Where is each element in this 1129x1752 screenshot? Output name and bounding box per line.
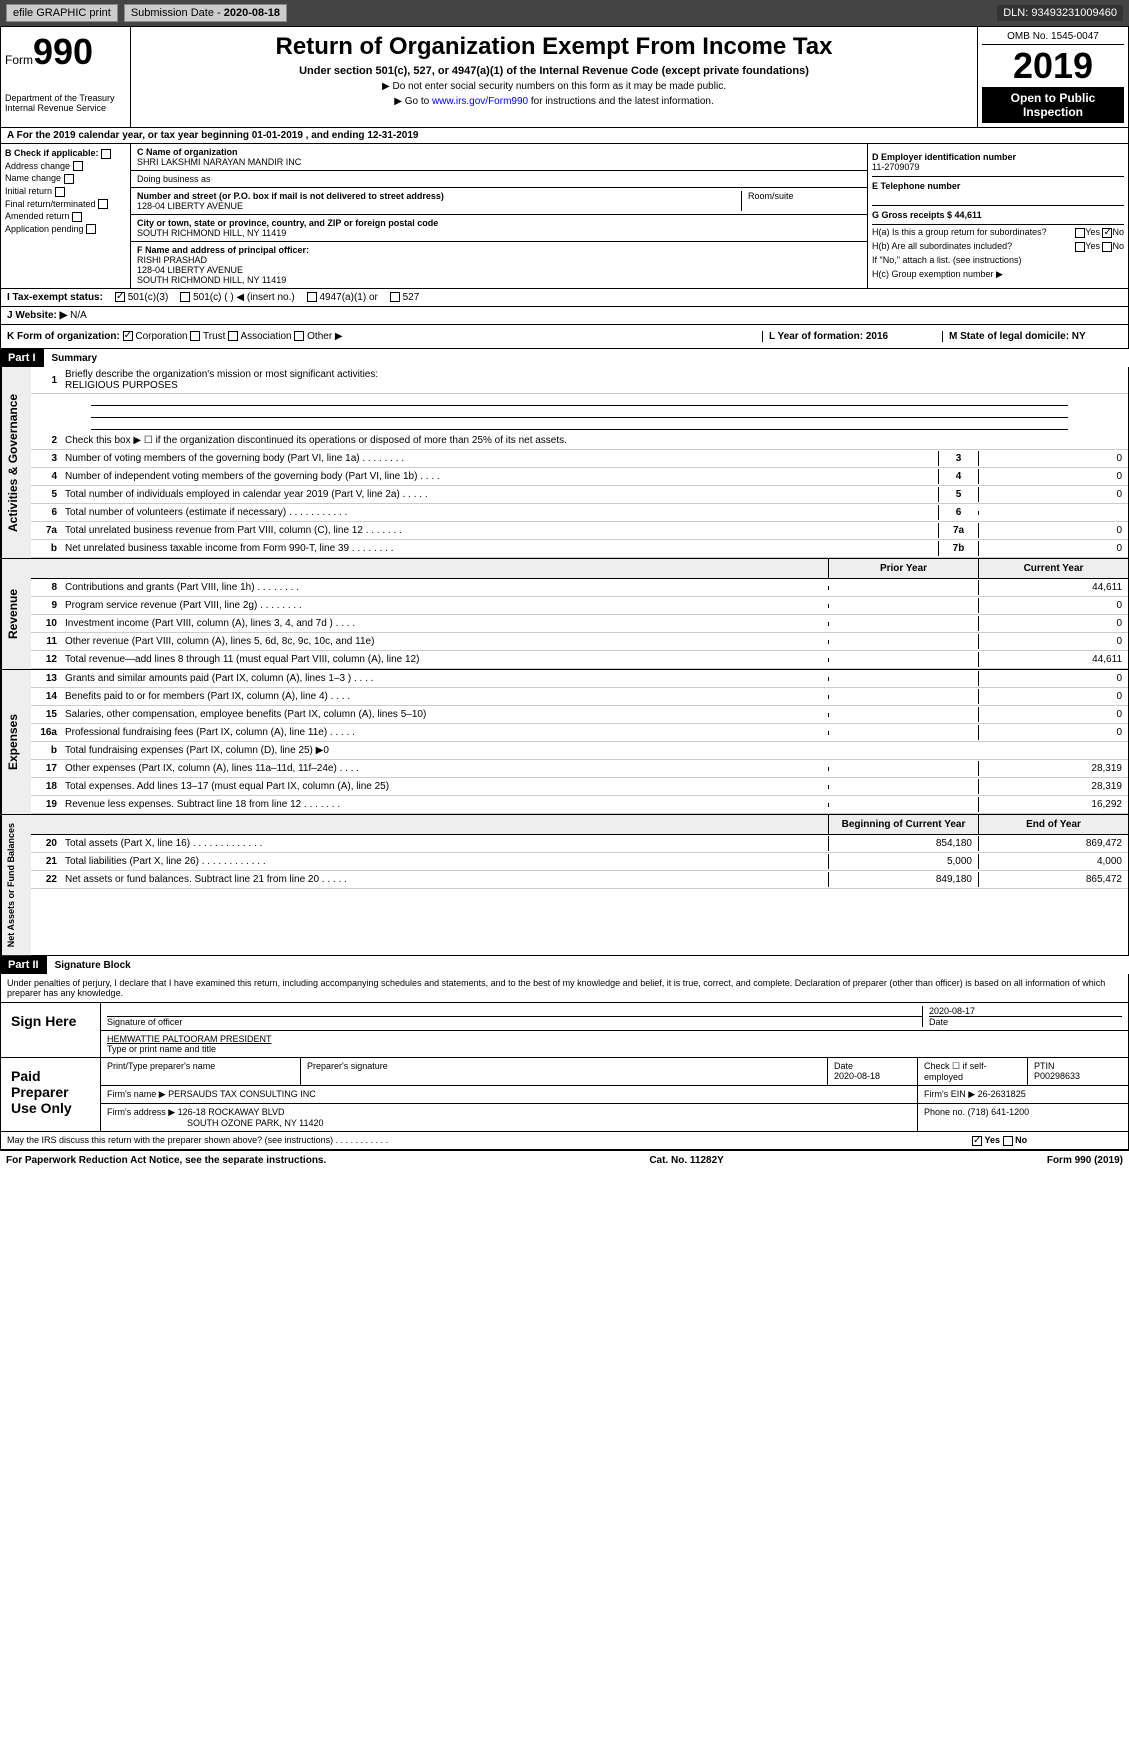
col-b: B Check if applicable: Address change Na… xyxy=(1,144,131,288)
net-assets-section: Net Assets or Fund Balances Beginning of… xyxy=(0,815,1129,956)
header-bar: efile GRAPHIC print Submission Date - 20… xyxy=(0,0,1129,26)
signature-block: Under penalties of perjury, I declare th… xyxy=(0,974,1129,1151)
ptin: P00298633 xyxy=(1034,1071,1080,1081)
footer: For Paperwork Reduction Act Notice, see … xyxy=(0,1151,1129,1170)
period-row: A For the 2019 calendar year, or tax yea… xyxy=(0,128,1129,144)
col-d: D Employer identification number11-27090… xyxy=(868,144,1128,288)
perjury-statement: Under penalties of perjury, I declare th… xyxy=(1,974,1128,1002)
firm-name: PERSAUDS TAX CONSULTING INC xyxy=(168,1089,316,1099)
website-row: J Website: ▶ N/A xyxy=(0,307,1129,325)
tax-year: 2019 xyxy=(982,45,1124,87)
form-label: Form xyxy=(5,53,33,67)
revenue-section: Revenue Prior YearCurrent Year 8Contribu… xyxy=(0,559,1129,670)
org-name: SHRI LAKSHMI NARAYAN MANDIR INC xyxy=(137,157,301,167)
part1-header: Part ISummary xyxy=(0,349,1129,367)
form-title: Return of Organization Exempt From Incom… xyxy=(137,33,971,61)
k-row: K Form of organization: Corporation Trus… xyxy=(0,325,1129,349)
officer-name: RISHI PRASHAD xyxy=(137,255,207,265)
main-info-grid: B Check if applicable: Address change Na… xyxy=(0,144,1129,289)
city: SOUTH RICHMOND HILL, NY 11419 xyxy=(137,228,286,238)
efile-label: efile GRAPHIC print xyxy=(6,4,118,22)
dln: DLN: 93493231009460 xyxy=(997,5,1123,21)
tax-status-row: I Tax-exempt status: 501(c)(3) 501(c) ( … xyxy=(0,289,1129,307)
form-note-2: ▶ Go to www.irs.gov/Form990 for instruct… xyxy=(137,96,971,107)
gross-receipts: G Gross receipts $ 44,611 xyxy=(872,210,982,220)
mission: RELIGIOUS PURPOSES xyxy=(65,380,178,391)
form-number: 990 xyxy=(33,31,93,72)
form-note-1: ▶ Do not enter social security numbers o… xyxy=(137,81,971,92)
open-public: Open to Public Inspection xyxy=(982,87,1124,123)
form-subtitle: Under section 501(c), 527, or 4947(a)(1)… xyxy=(137,65,971,77)
signer-name: HEMWATTIE PALTOORAM PRESIDENT xyxy=(107,1034,272,1044)
dept-label: Department of the Treasury Internal Reve… xyxy=(5,93,126,113)
irs-link[interactable]: www.irs.gov/Form990 xyxy=(432,96,528,107)
activities-governance: Activities & Governance 1Briefly describ… xyxy=(0,367,1129,559)
col-c: C Name of organizationSHRI LAKSHMI NARAY… xyxy=(131,144,868,288)
form-header: Form990 Department of the Treasury Inter… xyxy=(0,26,1129,128)
ein: 11-2709079 xyxy=(872,162,919,172)
expenses-section: Expenses 13Grants and similar amounts pa… xyxy=(0,670,1129,815)
submission-date: Submission Date - 2020-08-18 xyxy=(124,4,287,22)
omb-number: OMB No. 1545-0047 xyxy=(982,31,1124,45)
part2-header: Part IISignature Block xyxy=(0,956,1129,974)
street: 128-04 LIBERTY AVENUE xyxy=(137,201,243,211)
